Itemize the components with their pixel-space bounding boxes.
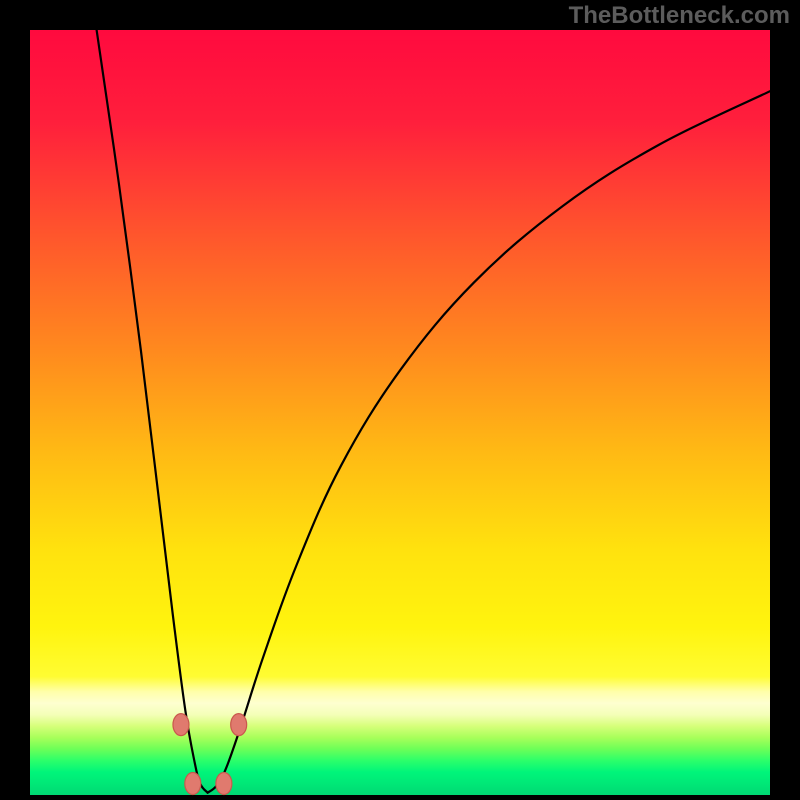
dip-marker	[173, 714, 189, 736]
dip-marker	[216, 773, 232, 795]
dip-marker	[185, 773, 201, 795]
bottleneck-chart	[0, 0, 800, 800]
dip-marker	[231, 714, 247, 736]
watermark-text: TheBottleneck.com	[569, 2, 790, 30]
